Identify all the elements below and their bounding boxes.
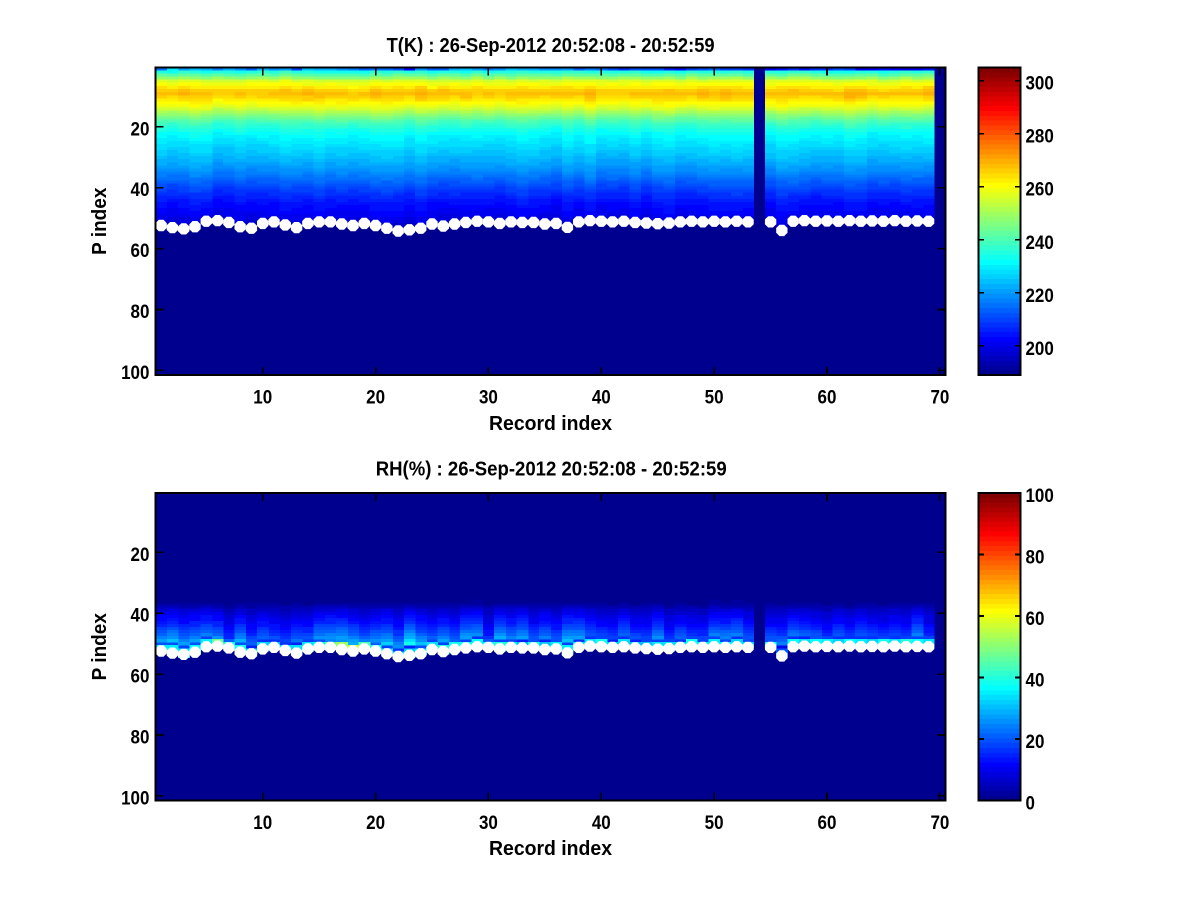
svg-text:40: 40 — [1026, 671, 1045, 692]
svg-text:200: 200 — [1026, 339, 1054, 360]
svg-text:60: 60 — [131, 241, 150, 262]
svg-text:70: 70 — [930, 813, 949, 834]
svg-text:P index: P index — [89, 187, 111, 255]
svg-text:100: 100 — [1026, 486, 1054, 507]
svg-text:300: 300 — [1026, 74, 1054, 95]
svg-text:30: 30 — [479, 813, 498, 834]
svg-text:20: 20 — [131, 545, 150, 566]
svg-text:20: 20 — [131, 119, 150, 140]
svg-text:240: 240 — [1026, 233, 1054, 254]
svg-text:Record index: Record index — [489, 838, 613, 860]
svg-text:100: 100 — [121, 363, 149, 384]
svg-text:80: 80 — [1026, 548, 1045, 569]
svg-text:40: 40 — [592, 813, 611, 834]
svg-text:60: 60 — [131, 667, 150, 688]
svg-text:T(K) : 26-Sep-2012 20:52:08 -: T(K) : 26-Sep-2012 20:52:08 - 20:52:59 — [387, 34, 715, 57]
svg-text:20: 20 — [1026, 732, 1045, 753]
svg-text:40: 40 — [131, 180, 150, 201]
svg-text:60: 60 — [818, 813, 837, 834]
svg-text:40: 40 — [592, 388, 611, 409]
svg-text:10: 10 — [253, 813, 272, 834]
svg-text:Record index: Record index — [489, 413, 613, 435]
svg-text:10: 10 — [253, 388, 272, 409]
svg-text:P index: P index — [89, 612, 111, 680]
svg-text:260: 260 — [1026, 180, 1054, 201]
svg-text:RH(%) : 26-Sep-2012 20:52:08 -: RH(%) : 26-Sep-2012 20:52:08 - 20:52:59 — [376, 458, 727, 481]
svg-text:80: 80 — [131, 302, 150, 323]
svg-text:70: 70 — [930, 388, 949, 409]
svg-text:30: 30 — [479, 388, 498, 409]
svg-text:20: 20 — [366, 813, 385, 834]
svg-text:280: 280 — [1026, 127, 1054, 148]
svg-text:50: 50 — [705, 388, 724, 409]
svg-text:220: 220 — [1026, 286, 1054, 307]
svg-text:0: 0 — [1026, 794, 1035, 815]
svg-text:50: 50 — [705, 813, 724, 834]
svg-text:60: 60 — [1026, 609, 1045, 630]
svg-text:100: 100 — [121, 788, 149, 809]
svg-text:20: 20 — [366, 388, 385, 409]
svg-text:60: 60 — [818, 388, 837, 409]
svg-text:80: 80 — [131, 727, 150, 748]
svg-text:40: 40 — [131, 606, 150, 627]
